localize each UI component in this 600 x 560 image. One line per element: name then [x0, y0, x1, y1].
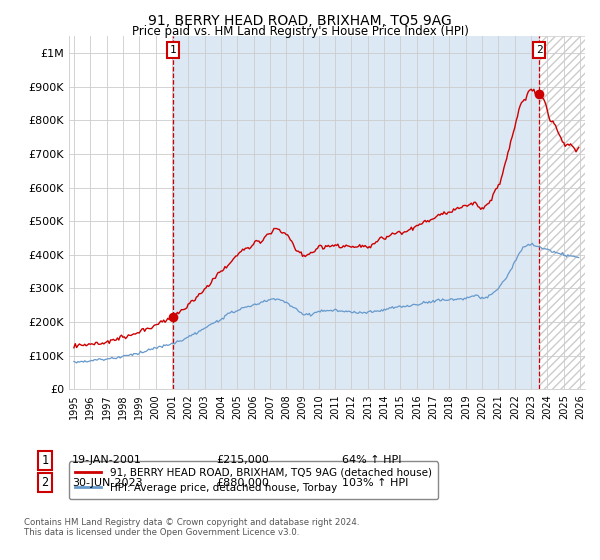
- Text: 19-JAN-2001: 19-JAN-2001: [72, 455, 142, 465]
- Text: Contains HM Land Registry data © Crown copyright and database right 2024.
This d: Contains HM Land Registry data © Crown c…: [24, 518, 359, 538]
- Text: 2: 2: [41, 476, 49, 489]
- Text: 1: 1: [41, 454, 49, 467]
- Text: 30-JUN-2023: 30-JUN-2023: [72, 478, 143, 488]
- Bar: [173, 36, 539, 389]
- Legend: 91, BERRY HEAD ROAD, BRIXHAM, TQ5 9AG (detached house), HPI: Average price, deta: 91, BERRY HEAD ROAD, BRIXHAM, TQ5 9AG (d…: [69, 461, 438, 499]
- Text: 91, BERRY HEAD ROAD, BRIXHAM, TQ5 9AG: 91, BERRY HEAD ROAD, BRIXHAM, TQ5 9AG: [148, 14, 452, 28]
- Bar: [539, 36, 585, 389]
- Text: 1: 1: [170, 45, 176, 55]
- Text: 64% ↑ HPI: 64% ↑ HPI: [342, 455, 401, 465]
- Text: £880,000: £880,000: [216, 478, 269, 488]
- Text: £215,000: £215,000: [216, 455, 269, 465]
- Text: 103% ↑ HPI: 103% ↑ HPI: [342, 478, 409, 488]
- Text: 2: 2: [536, 45, 542, 55]
- Text: Price paid vs. HM Land Registry's House Price Index (HPI): Price paid vs. HM Land Registry's House …: [131, 25, 469, 38]
